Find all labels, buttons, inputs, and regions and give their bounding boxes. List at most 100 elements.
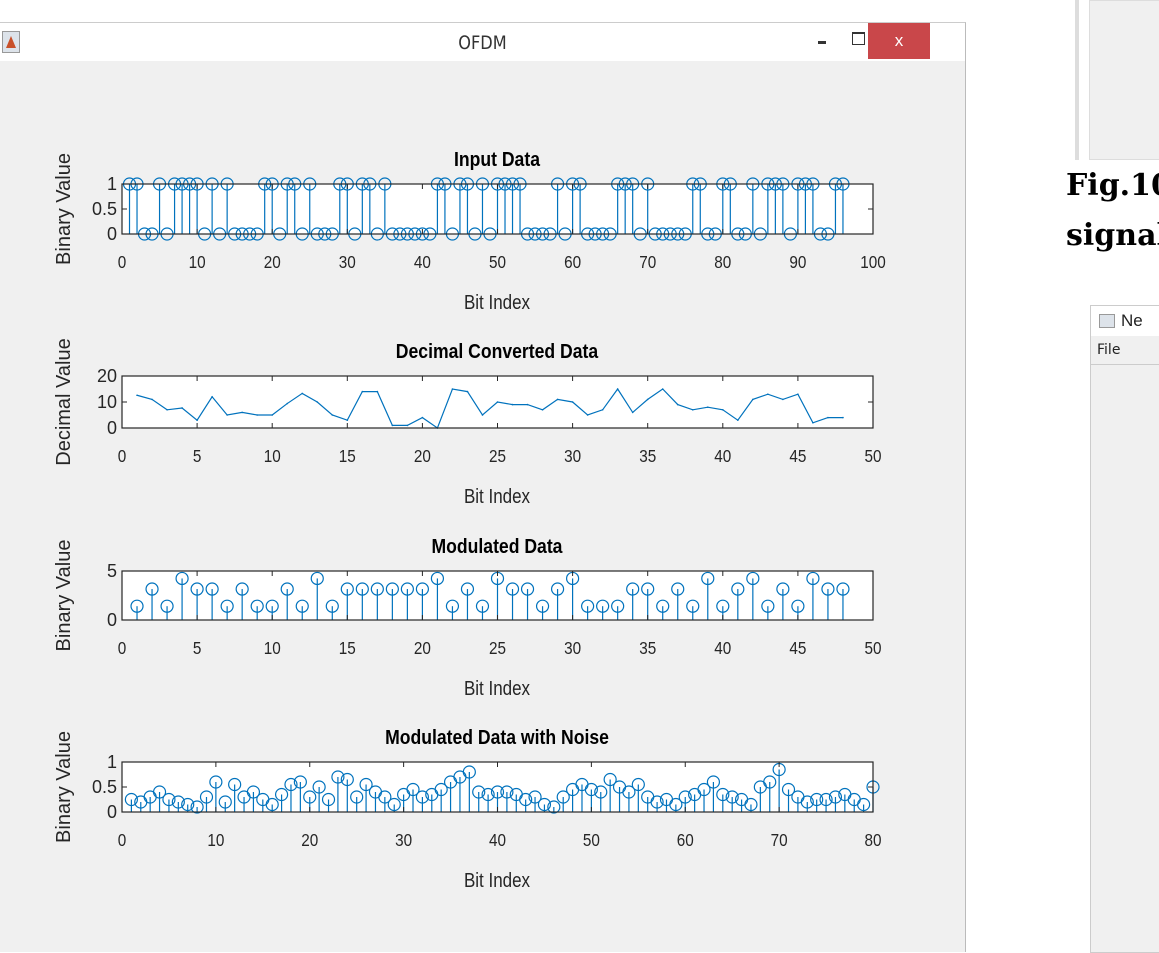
stem-marker <box>819 792 833 807</box>
stem-marker <box>312 780 326 794</box>
data-point <box>136 394 138 397</box>
x-tick-label: 40 <box>714 446 731 466</box>
stem-marker <box>761 599 775 613</box>
stem-marker <box>355 582 369 596</box>
data-series <box>136 387 844 429</box>
x-tick-label: 30 <box>395 830 412 850</box>
x-tick-label: 80 <box>864 830 881 850</box>
stem-marker <box>160 599 174 613</box>
data-point <box>511 403 514 406</box>
y-axis-label: Binary Value <box>53 153 75 265</box>
x-tick-label: 5 <box>193 446 202 466</box>
y-tick-label: 0 <box>107 610 117 630</box>
stem-marker <box>145 582 159 596</box>
data-point <box>211 396 213 398</box>
data-point <box>391 424 394 427</box>
stem-marker <box>716 599 730 613</box>
stem-marker <box>697 782 711 797</box>
x-tick-label: 45 <box>789 446 806 466</box>
data-point <box>496 401 499 403</box>
window-title: Ne <box>1121 311 1143 330</box>
stem-marker <box>596 599 610 613</box>
stem-marker <box>340 582 354 596</box>
stem-marker <box>124 792 138 807</box>
menu-file[interactable]: File <box>1097 342 1121 358</box>
data-point <box>601 409 604 411</box>
stem-marker <box>370 582 384 596</box>
x-tick-label: 20 <box>414 446 431 466</box>
stem-marker <box>430 571 445 586</box>
subplot-1: 0 10 20 30 40 50 60 70 80 90 100 0 0.5 1 Input Data Bit… <box>53 148 886 313</box>
stem-marker <box>387 797 401 812</box>
stem-marker <box>490 785 505 799</box>
y-axis-label: Binary Value <box>53 540 75 652</box>
x-axis-label: Bit Index <box>464 291 531 314</box>
close-button[interactable]: x <box>868 23 930 59</box>
x-axis-label: Bit Index <box>464 677 531 700</box>
data-point <box>331 414 334 416</box>
stem-marker <box>321 792 336 807</box>
stem-marker <box>828 790 843 804</box>
stem-marker <box>611 599 625 613</box>
x-tick-label: 40 <box>489 830 506 850</box>
stem-marker <box>350 790 364 804</box>
x-tick-label: 60 <box>564 252 581 272</box>
stem-marker <box>415 790 429 804</box>
title-bar[interactable]: OFDM x <box>0 23 965 61</box>
stem-marker <box>781 782 796 797</box>
stem-marker <box>500 785 514 799</box>
figure-caption-line2: signal <box>1066 218 1159 253</box>
stem-marker <box>265 797 279 812</box>
series-line <box>136 387 843 429</box>
data-point <box>767 393 769 396</box>
stem-marker <box>776 582 790 596</box>
maximize-button[interactable] <box>852 32 865 45</box>
stem-marker <box>836 582 850 596</box>
data-point <box>571 401 574 403</box>
background-window-top <box>1075 0 1159 160</box>
data-point <box>842 416 844 419</box>
minimize-button[interactable] <box>818 41 826 44</box>
stem-marker <box>686 599 700 613</box>
stem-marker <box>584 782 598 797</box>
window-title: OFDM <box>458 32 507 54</box>
x-tick-label: 50 <box>489 252 506 272</box>
data-series <box>124 762 880 814</box>
stem-marker <box>535 599 550 613</box>
data-point <box>376 390 379 393</box>
stem-marker <box>791 599 805 613</box>
data-point <box>466 390 469 393</box>
x-tick-label: 40 <box>714 638 731 658</box>
stem-marker <box>162 792 176 807</box>
data-point <box>631 411 634 414</box>
data-point <box>286 402 289 405</box>
y-tick-label: 0.5 <box>92 199 117 219</box>
subplot-2: 0 5 10 15 20 25 30 35 40 45 50 0 10 20 Decimal Convert… <box>53 338 882 507</box>
data-point <box>361 390 364 393</box>
x-tick-label: 25 <box>489 446 506 466</box>
data-point <box>181 407 183 409</box>
stem-marker <box>603 772 617 787</box>
stem-marker <box>199 790 214 804</box>
stem-marker <box>810 792 824 807</box>
data-point <box>706 406 709 409</box>
data-point <box>421 416 424 419</box>
stem-marker <box>220 599 234 613</box>
background-window: Ne File <box>1090 305 1159 953</box>
x-tick-label: 35 <box>639 638 656 658</box>
x-tick-label: 20 <box>301 830 318 850</box>
data-point <box>586 414 589 416</box>
stem-marker <box>331 770 345 784</box>
y-tick-label: 0 <box>107 224 117 244</box>
y-axis-label: Binary Value <box>53 731 75 843</box>
data-point <box>481 414 484 416</box>
stem-marker <box>537 797 552 812</box>
data-point <box>256 414 258 416</box>
stem-marker <box>310 571 324 586</box>
stem-marker <box>190 582 204 596</box>
data-point <box>737 419 739 422</box>
data-point <box>661 388 664 390</box>
data-point <box>812 422 814 424</box>
stem-marker <box>209 775 223 789</box>
x-tick-label: 80 <box>714 252 731 272</box>
